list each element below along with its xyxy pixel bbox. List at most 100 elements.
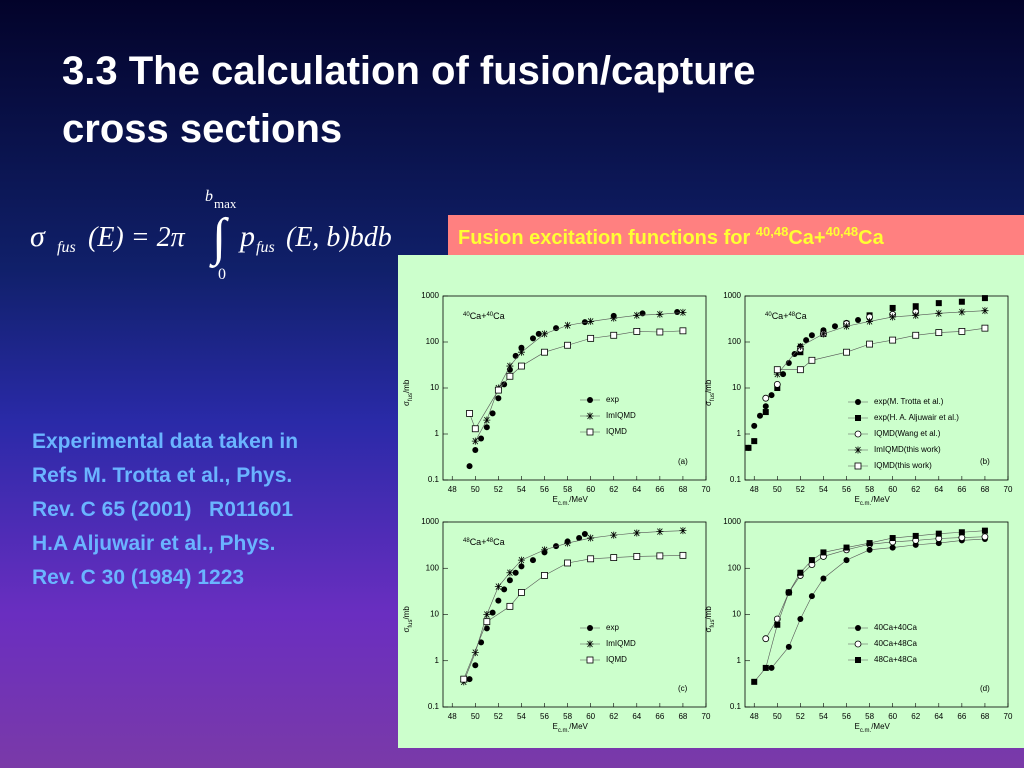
y-tick-label: 1 [435, 429, 440, 438]
x-tick-label: 54 [819, 712, 828, 721]
note-line: H.A Aljuwair et al., Phys. [32, 532, 276, 555]
marker [656, 310, 664, 318]
marker [855, 317, 862, 324]
marker [633, 553, 641, 560]
y-tick-label: 1 [737, 656, 742, 665]
y-tick-label: 10 [430, 610, 439, 619]
label-part: c.m. [860, 501, 872, 507]
legend-marker [855, 657, 861, 663]
marker [506, 569, 514, 577]
legend-marker [586, 656, 594, 664]
marker [889, 313, 897, 321]
label-part: /MeV [569, 722, 588, 731]
legend-label: 40Ca+48Ca [874, 639, 917, 648]
legend-marker [587, 397, 593, 403]
legend-label: ImIQMD [606, 639, 636, 648]
marker [981, 295, 988, 302]
marker [935, 329, 943, 337]
marker [529, 335, 536, 342]
marker [494, 386, 502, 394]
marker [808, 593, 815, 600]
marker [796, 366, 804, 374]
y-tick-label: 1 [435, 656, 440, 665]
marker [912, 311, 920, 319]
marker [495, 395, 502, 402]
marker [889, 304, 896, 311]
label-part: fus [710, 620, 716, 628]
marker [912, 303, 919, 310]
x-tick-label: 52 [494, 712, 503, 721]
marker [889, 336, 897, 344]
legend-marker [855, 625, 861, 631]
reaction-label: 48Ca+48Ca [463, 537, 505, 547]
x-tick-label: 62 [911, 712, 920, 721]
marker [564, 539, 572, 547]
y-axis-label: σfus/mb [704, 606, 715, 633]
label-part: E [553, 722, 558, 731]
y-tick-label: 0.1 [730, 475, 742, 484]
marker [564, 559, 571, 567]
x-tick-label: 68 [980, 485, 989, 494]
marker [587, 555, 595, 563]
legend-marker [587, 625, 593, 631]
formula-part: b [205, 188, 213, 205]
marker [843, 557, 850, 564]
legend-marker [586, 412, 594, 420]
marker [751, 422, 758, 429]
y-tick-label: 1 [737, 429, 742, 438]
marker [518, 563, 525, 570]
x-axis-label: Ec.m./MeV [553, 495, 589, 506]
legend-label: IQMD [606, 655, 627, 664]
marker [808, 332, 815, 339]
panel-letter: (b) [980, 457, 990, 466]
x-tick-label: 64 [632, 485, 641, 494]
marker [656, 528, 664, 536]
marker [820, 549, 827, 556]
x-tick-label: 60 [888, 485, 897, 494]
marker [751, 438, 758, 445]
marker [512, 352, 519, 359]
marker [912, 532, 919, 539]
x-tick-label: 68 [678, 712, 687, 721]
x-tick-label: 60 [888, 712, 897, 721]
x-tick-label: 60 [586, 712, 595, 721]
banner-text: Fusion excitation functions for 40,48Ca+… [458, 224, 885, 249]
label-part: Ca [795, 311, 807, 321]
marker [489, 609, 496, 616]
label-part: Ca [493, 311, 505, 321]
y-tick-label: 1000 [421, 291, 439, 300]
marker [587, 334, 595, 342]
legend-label: exp [606, 395, 619, 404]
marker [981, 533, 989, 541]
marker [518, 344, 525, 351]
x-tick-label: 56 [842, 712, 851, 721]
marker [541, 546, 549, 554]
marker [535, 330, 542, 337]
marker [517, 556, 525, 564]
marker [518, 589, 525, 596]
label-part: Ca+ [470, 311, 487, 321]
marker [831, 323, 838, 330]
marker [762, 664, 769, 671]
label-part: fus [408, 393, 414, 401]
plot-area [442, 521, 707, 708]
x-tick-label: 48 [750, 485, 759, 494]
marker [506, 602, 514, 610]
formula: σ fus (E) = 2π ∫ b max 0 p fus (E, b)bdb [30, 188, 392, 283]
legend-marker [854, 446, 862, 454]
marker [935, 530, 942, 537]
panel-letter: (c) [678, 684, 688, 693]
marker [541, 330, 549, 338]
formula-part: σ [30, 220, 46, 253]
legend-label: exp(M. Trotta et al.) [874, 397, 944, 406]
label-part: σ [704, 628, 713, 633]
y-tick-label: 1000 [723, 517, 741, 526]
note-line: Refs M. Trotta et al., Phys. [32, 464, 292, 487]
plot-area [744, 521, 1009, 708]
marker [466, 463, 473, 470]
label-part: c.m. [860, 728, 872, 734]
panel-letter: (d) [980, 684, 990, 693]
x-tick-label: 66 [957, 485, 966, 494]
marker [935, 540, 942, 547]
